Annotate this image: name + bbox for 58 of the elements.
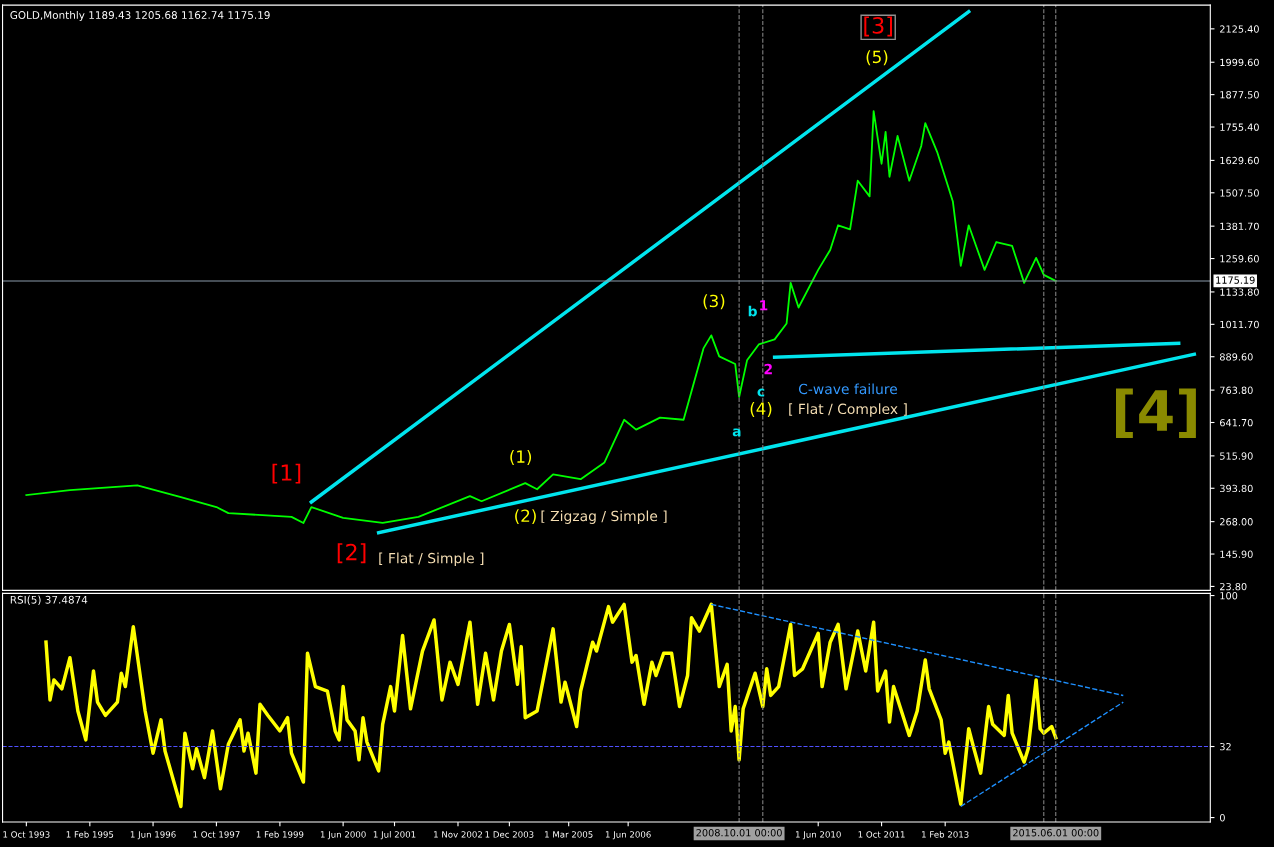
y-tick-label: 268.00 xyxy=(1220,518,1253,526)
y-tick-label: 2125.40 xyxy=(1220,25,1259,33)
y-tick-label: 23.80 xyxy=(1220,582,1247,591)
annotation: C-wave failure xyxy=(798,383,898,395)
ref-line-label: 2015.06.01 00:00 xyxy=(1013,829,1099,837)
y-tick-label: 1011.70 xyxy=(1220,320,1259,329)
x-tick-label: 1 Mar 2005 xyxy=(545,831,593,838)
annotation: [1] xyxy=(272,463,301,484)
annotation: (2) xyxy=(515,509,536,524)
annotation: [3] xyxy=(864,16,892,37)
y-tick-label: 1999.60 xyxy=(1220,58,1259,67)
annotation: c xyxy=(757,388,765,397)
annotation: (5) xyxy=(866,50,888,66)
y-tick-label: 1381.70 xyxy=(1220,222,1259,230)
annotation: a xyxy=(732,428,741,437)
y-tick-label: 1877.50 xyxy=(1220,91,1259,99)
annotation: [2] xyxy=(337,543,366,564)
annotation: [ Flat / Complex ] xyxy=(789,403,907,417)
x-tick-label: 1 Jun 2010 xyxy=(795,831,841,840)
y-tick-label: 889.60 xyxy=(1219,353,1253,361)
annotation: [ Flat / Simple ] xyxy=(379,552,484,567)
y-tick-label: 641.70 xyxy=(1220,418,1253,427)
y-tick-label: 1507.50 xyxy=(1220,189,1259,197)
annotation: 2 xyxy=(764,363,772,375)
x-tick-label: 1 Jun 2000 xyxy=(320,831,366,840)
y-tick-label: 145.90 xyxy=(1220,550,1253,558)
annotation: (1) xyxy=(510,450,532,465)
chart-title: RSI(5) 37.4874 xyxy=(10,595,88,605)
y-tick-label: 1629.60 xyxy=(1220,156,1259,165)
annotation: (3) xyxy=(703,294,725,310)
y-tick-label: 1755.40 xyxy=(1220,123,1259,131)
x-tick-label: 1 Jul 2001 xyxy=(373,831,416,840)
y-tick-label: 763.80 xyxy=(1220,386,1253,394)
y-tick-label: 1259.60 xyxy=(1220,255,1259,263)
text: GOLD,Monthly 1189.43 1205.68 1162.74 1175.19 xyxy=(10,10,270,22)
x-tick-label: 1 Oct 1997 xyxy=(193,831,240,838)
x-tick-label: 1 Oct 2011 xyxy=(858,831,905,838)
x-tick-label: 1 Jun 2006 xyxy=(605,831,651,840)
y-tick-label: 393.80 xyxy=(1220,484,1253,493)
x-tick-label: 1 Feb 1995 xyxy=(66,831,114,838)
y-tick-label: 515.90 xyxy=(1220,452,1253,460)
y-tick-label: 0 xyxy=(1219,814,1225,822)
y-tick-label: 1133.80 xyxy=(1220,288,1259,296)
x-tick-label: 1 Feb 2013 xyxy=(922,831,969,838)
annotation: [ Zigzag / Simple ] xyxy=(541,510,667,524)
ref-line-label: 1175.19 xyxy=(1216,276,1255,284)
annotation: 1 xyxy=(760,300,768,311)
annotation: b xyxy=(748,305,757,317)
ref-line-label: 2008.10.01 00:00 xyxy=(696,829,782,837)
annotation: (4) xyxy=(750,402,772,417)
x-tick-label: 1 Dec 2003 xyxy=(485,831,534,838)
x-tick-label: 1 Nov 2002 xyxy=(434,831,482,838)
y-tick-label: 100 xyxy=(1220,592,1238,600)
x-tick-label: 1 Feb 1999 xyxy=(256,831,304,838)
x-tick-label: 1 Oct 1993 xyxy=(3,831,50,838)
y-tick-label: 32 xyxy=(1220,743,1231,751)
x-tick-label: 1 Jun 1996 xyxy=(130,831,176,840)
annotation: [4] xyxy=(1116,388,1196,439)
